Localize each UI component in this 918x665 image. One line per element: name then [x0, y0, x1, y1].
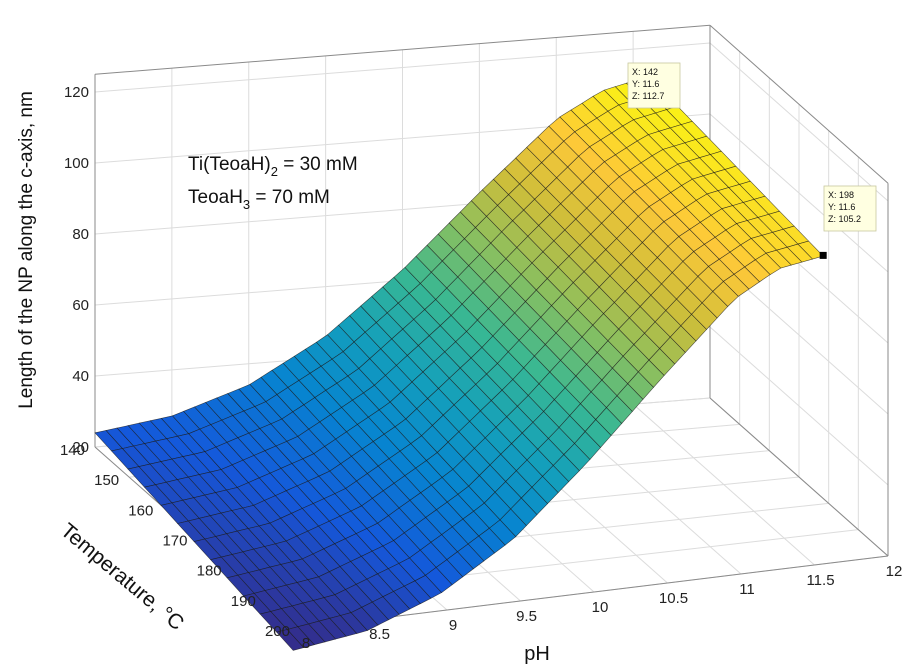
x-tick-label: 9	[449, 617, 457, 634]
axes-box-edge	[94, 24, 711, 75]
x-tick-label: 11	[739, 581, 755, 598]
z-tick-label: 40	[72, 368, 89, 385]
annotation: Ti(TeoaH)2 = 30 mM TeoaH3 = 70 mM	[188, 154, 358, 212]
x-tick-label: 8	[302, 635, 310, 652]
axes-box-edge	[709, 24, 889, 184]
datatip-x-value: X: 142	[632, 67, 658, 77]
x-tick-label: 10	[592, 599, 609, 616]
z-tick-label: 60	[72, 297, 89, 314]
z-axis-label: Length of the NP along the c-axis, nm	[16, 91, 37, 409]
tick-labels: 20 40 60 80 100 120 140 150 160 170 180 190 200 8 8.5 9…	[60, 84, 902, 652]
datatip-z-value: Z: 112.7	[632, 91, 664, 101]
datatip-marker[interactable]	[819, 251, 827, 259]
datatip-y-value: Y: 11.6	[828, 202, 855, 212]
x-tick-label: 12	[886, 563, 903, 580]
datatips: X: 142 Y: 11.6 Z: 112.7 X: 198 Y: 11.6 Z: 105…	[627, 62, 877, 259]
annotation-line-1: Ti(TeoaH)2 = 30 mM	[188, 154, 358, 179]
x-axis-label: pH	[524, 643, 550, 665]
z-tick-label: 80	[72, 226, 89, 243]
datatip-z-value: Z: 105.2	[828, 214, 861, 224]
annotation-line-1-text: Ti(TeoaH)	[188, 154, 271, 175]
datatip-box	[627, 62, 681, 109]
annotation-line-2: TeoaH3 = 70 mM	[188, 187, 330, 212]
z-tick-label: 20	[72, 439, 89, 456]
datatip-x-value: X: 198	[828, 190, 854, 200]
x-tick-label: 11.5	[806, 572, 834, 589]
x-tick-label: 10.5	[659, 590, 688, 607]
axes-box-edge	[299, 555, 889, 629]
y-tick-label: 160	[128, 502, 153, 519]
axes-box-edge	[709, 397, 889, 557]
annotation-line-2-subscript: 3	[243, 197, 250, 212]
datatip-y-value: Y: 11.6	[632, 79, 659, 89]
annotation-line-1-subscript: 2	[271, 164, 278, 179]
annotation-line-2-value: = 70 mM	[250, 187, 330, 208]
y-tick-label: 150	[94, 472, 119, 489]
y-tick-label: 190	[231, 593, 256, 610]
z-tick-label: 100	[64, 155, 89, 172]
y-tick-label: 140	[60, 442, 85, 459]
y-tick-label: 180	[197, 563, 222, 580]
annotation-line-2-text: TeoaH	[188, 187, 243, 208]
x-tick-label: 9.5	[516, 608, 537, 625]
annotation-line-1-value: = 30 mM	[278, 154, 358, 175]
z-tick-label: 120	[64, 84, 89, 101]
datatip-box	[823, 185, 877, 232]
y-tick-label: 170	[162, 533, 187, 550]
y-tick-label: 200	[265, 623, 290, 640]
x-tick-label: 8.5	[369, 626, 390, 643]
